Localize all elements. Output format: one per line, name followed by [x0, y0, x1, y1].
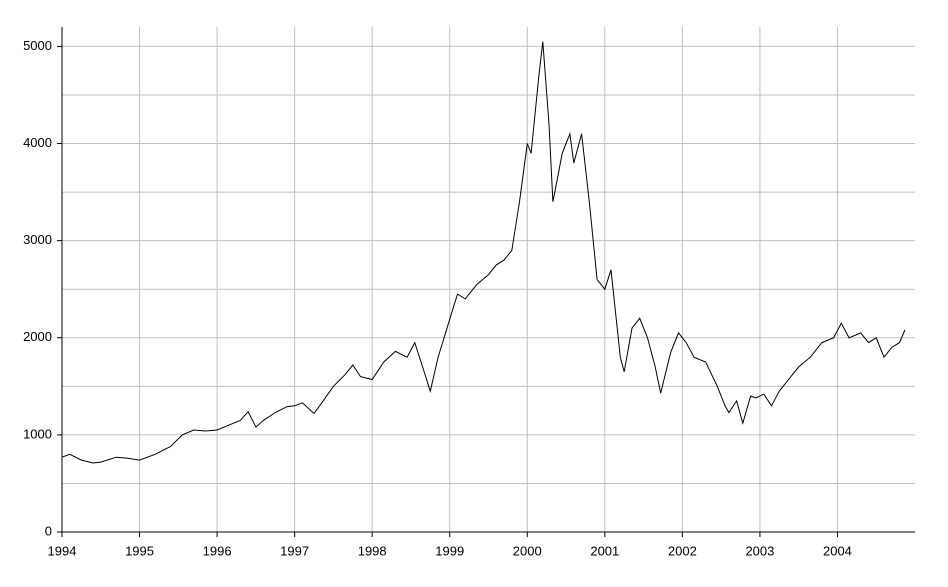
x-tick-label: 1998 — [358, 543, 387, 558]
y-tick-label: 3000 — [23, 232, 52, 247]
x-tick-label: 2003 — [745, 543, 774, 558]
y-tick-label: 2000 — [23, 329, 52, 344]
x-tick-label: 1999 — [435, 543, 464, 558]
y-tick-label: 5000 — [23, 38, 52, 53]
x-tick-label: 2002 — [668, 543, 697, 558]
y-tick-label: 1000 — [23, 426, 52, 441]
x-tick-label: 2001 — [590, 543, 619, 558]
y-tick-label: 0 — [45, 523, 52, 538]
x-tick-label: 1997 — [280, 543, 309, 558]
y-tick-label: 4000 — [23, 135, 52, 150]
line-series — [61, 41, 906, 464]
x-tick-label: 2000 — [513, 543, 542, 558]
x-tick-label: 1994 — [48, 543, 77, 558]
x-tick-label: 1996 — [203, 543, 232, 558]
x-tick-label: 2004 — [823, 543, 852, 558]
x-tick-label: 1995 — [125, 543, 154, 558]
